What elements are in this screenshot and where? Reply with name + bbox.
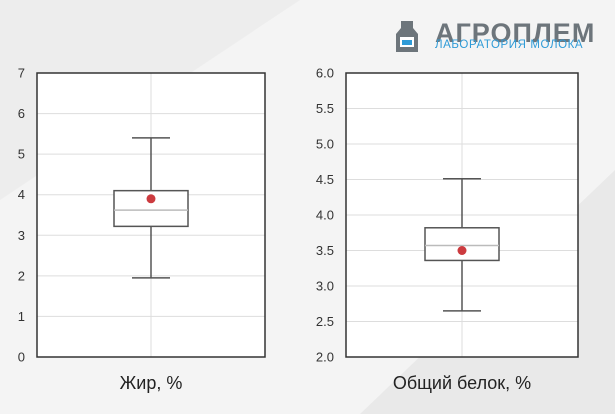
- agroplem-logo: АГРОПЛЕМ ЛАБОРАТОРИЯ МОЛОКА: [392, 18, 596, 58]
- chart-2: 2.0 2.5 3.0 3.5 4.0 4.5 5.0 5.5 6.0 Общий белок, …: [316, 66, 579, 393]
- y-tick-label: 4.0: [316, 208, 334, 223]
- y-tick-label: 2: [18, 268, 25, 283]
- x-axis-label: Общий белок, %: [393, 373, 531, 393]
- y-tick-label: 5.5: [316, 101, 334, 116]
- y-tick-label: 3.0: [316, 279, 334, 294]
- y-tick-label: 0: [18, 350, 25, 365]
- y-tick-label: 4: [18, 187, 25, 202]
- y-tick-label: 2.5: [316, 314, 334, 329]
- milk-bottle-icon: [396, 21, 418, 52]
- logo-brand: АГРОПЛЕМ: [435, 18, 596, 48]
- y-tick-label: 1: [18, 309, 25, 324]
- y-tick-label: 3.5: [316, 243, 334, 258]
- x-axis-label: Жир, %: [120, 373, 183, 393]
- y-tick-label: 5: [18, 147, 25, 162]
- mean-marker: [457, 246, 467, 255]
- y-tick-label: 6.0: [316, 66, 334, 81]
- y-tick-label: 5.0: [316, 137, 334, 152]
- y-tick-label: 2.0: [316, 350, 334, 365]
- y-tick-label: 3: [18, 228, 25, 243]
- chart-1: 0 1 2 3 4 5 6 7 Жир, %: [18, 66, 266, 393]
- mean-marker: [146, 194, 156, 204]
- logo-subtitle: ЛАБОРАТОРИЯ МОЛОКА: [435, 39, 584, 51]
- y-tick-label: 4.5: [316, 172, 334, 187]
- iqr-box: [424, 227, 500, 262]
- plot-frame: [345, 72, 579, 358]
- y-tick-label: 7: [18, 66, 25, 81]
- y-tick-label: 6: [18, 106, 25, 121]
- plot-frame: [36, 72, 266, 358]
